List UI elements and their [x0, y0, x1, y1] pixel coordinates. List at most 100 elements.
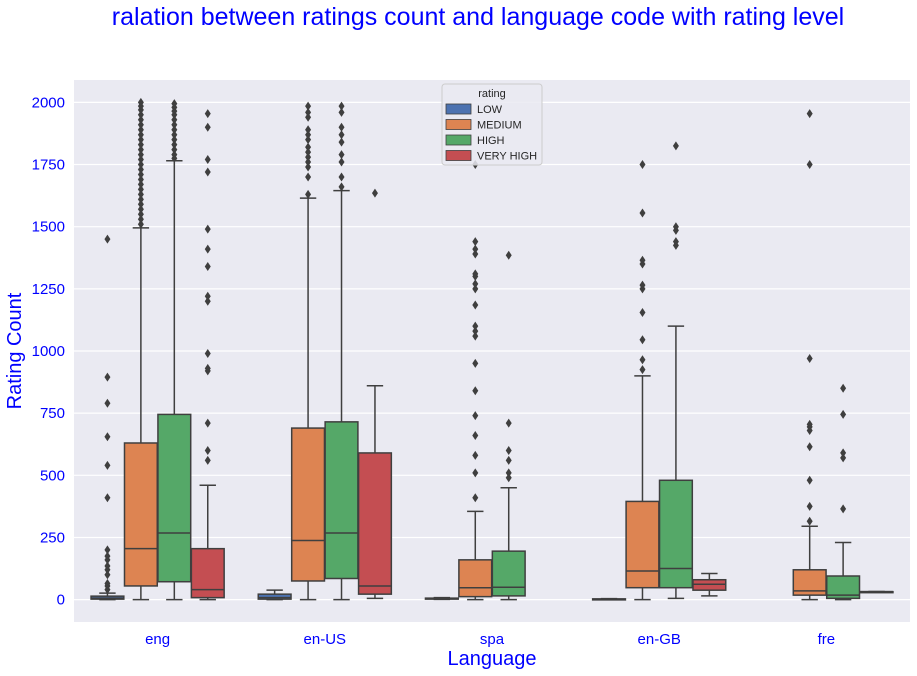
outlier-point	[305, 147, 312, 157]
outlier-point	[137, 209, 144, 219]
y-tick-label: 1250	[32, 281, 65, 298]
box	[257, 593, 292, 600]
outlier-point	[806, 442, 813, 452]
outlier-point	[472, 326, 479, 336]
x-tick-label: en-US	[304, 631, 347, 648]
outlier-point	[338, 101, 345, 111]
outlier-point	[472, 411, 479, 421]
outlier-point	[171, 130, 178, 140]
outlier-point	[204, 455, 211, 465]
y-tick-label: 0	[57, 592, 65, 609]
outlier-point	[137, 130, 144, 140]
legend-swatch	[445, 150, 472, 161]
outlier-point	[104, 493, 111, 503]
outlier-point	[171, 140, 178, 150]
box-very-high-fre	[859, 590, 894, 594]
outlier-point	[505, 468, 512, 478]
outlier-point	[806, 109, 813, 119]
y-tick-label: 750	[40, 405, 65, 422]
outlier-point	[472, 450, 479, 460]
x-tick-label: fre	[818, 631, 836, 648]
outlier-point	[137, 140, 144, 150]
outlier-point	[472, 244, 479, 254]
outlier-point	[639, 355, 646, 365]
outlier-point	[137, 179, 144, 189]
outlier-point	[472, 431, 479, 441]
outlier-point	[305, 142, 312, 152]
outlier-point	[305, 101, 312, 111]
y-tick-label: 1750	[32, 157, 65, 174]
outlier-point	[371, 188, 378, 198]
outlier-point	[305, 107, 312, 117]
outlier-point	[204, 167, 211, 177]
outlier-point	[672, 237, 679, 247]
x-tick-label: spa	[480, 631, 505, 648]
outlier-point	[137, 184, 144, 194]
outlier-point	[137, 204, 144, 214]
box-low-spa	[424, 596, 459, 601]
box-high-en-gb	[658, 141, 694, 600]
outlier-point	[171, 115, 178, 125]
outlier-point	[104, 432, 111, 442]
box-medium-eng	[123, 97, 159, 601]
outlier-point	[840, 453, 847, 463]
outlier-point	[639, 255, 646, 265]
outlier-point	[104, 578, 111, 588]
y-axis-ticks: 0 250 500 750 1000 1250 1500 1750 2000	[32, 94, 65, 608]
outlier-point	[137, 194, 144, 204]
outlier-point	[204, 155, 211, 165]
outlier-point	[104, 234, 111, 244]
outlier-point	[806, 419, 813, 429]
outlier-point	[204, 122, 211, 132]
outlier-point	[472, 358, 479, 368]
box-medium-spa	[458, 160, 493, 601]
box-high-en-us	[324, 101, 359, 601]
outlier-point	[171, 135, 178, 145]
outlier-point	[137, 169, 144, 179]
outlier-point	[639, 160, 646, 170]
y-tick-label: 1500	[32, 219, 65, 236]
outlier-point	[204, 348, 211, 358]
outlier-point	[104, 398, 111, 408]
box-low-en-us	[257, 589, 292, 601]
outlier-point	[472, 386, 479, 396]
outlier-point	[472, 249, 479, 259]
outlier-point	[305, 152, 312, 162]
chart-title: ralation between ratings count and langu…	[112, 3, 844, 31]
outlier-point	[137, 219, 144, 229]
x-tick-label: en-GB	[638, 631, 681, 648]
box	[290, 427, 326, 582]
outlier-point	[806, 160, 813, 170]
outlier-point	[137, 174, 144, 184]
outlier-point	[137, 155, 144, 165]
box-high-fre	[825, 383, 861, 601]
outlier-point	[840, 383, 847, 393]
outlier-point	[104, 561, 111, 571]
y-axis-label: Rating Count	[4, 292, 26, 409]
legend-entry: MEDIUM	[477, 120, 522, 132]
outlier-point	[305, 162, 312, 172]
outlier-point	[137, 145, 144, 155]
y-tick-label: 500	[40, 467, 65, 484]
outlier-point	[171, 120, 178, 130]
outlier-point	[171, 145, 178, 155]
outlier-point	[338, 182, 345, 192]
outlier-point	[338, 150, 345, 160]
outlier-point	[639, 280, 646, 290]
outlier-point	[472, 321, 479, 331]
box-very-high-en-gb	[692, 572, 727, 597]
outlier-point	[305, 172, 312, 182]
outlier-point	[840, 409, 847, 419]
outlier-point	[505, 455, 512, 465]
outlier-point	[204, 445, 211, 455]
outlier-point	[338, 157, 345, 167]
outlier-point	[305, 189, 312, 199]
outlier-point	[505, 445, 512, 455]
outlier-point	[137, 150, 144, 160]
outlier-point	[305, 112, 312, 122]
y-tick-label: 250	[40, 529, 65, 546]
outlier-point	[204, 224, 211, 234]
outlier-point	[806, 475, 813, 485]
box-low-en-gb	[591, 597, 627, 601]
